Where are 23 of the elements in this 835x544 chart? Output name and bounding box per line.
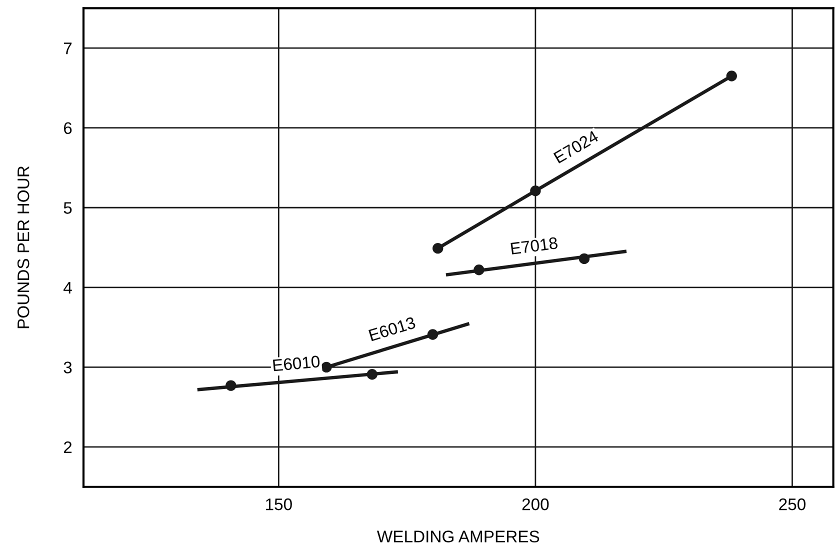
- point: [726, 70, 737, 82]
- point: [321, 362, 332, 373]
- x-axis-title: WELDING AMPERES: [376, 530, 540, 542]
- x-tick-label: 200: [522, 498, 549, 510]
- point: [366, 369, 378, 380]
- point: [427, 329, 438, 340]
- y-tick-label: 2: [64, 441, 72, 454]
- x-tick-label: 150: [266, 498, 292, 510]
- y-tick-label: 5: [64, 202, 72, 214]
- y-tick-label: 3: [64, 362, 72, 374]
- text: E6013: [368, 316, 416, 342]
- y-tick-label: 4: [64, 282, 72, 294]
- point: [474, 264, 484, 276]
- text: E7018: [510, 236, 558, 255]
- y-axis-title: POUNDS PER HOUR: [17, 166, 30, 328]
- x-tick-label: 250: [779, 498, 806, 510]
- point: [578, 253, 590, 264]
- y-tick-label: 6: [64, 122, 72, 134]
- point: [432, 242, 444, 254]
- point: [530, 186, 541, 196]
- y-tick-label: 7: [64, 42, 72, 54]
- point: [226, 380, 236, 391]
- text: E6010: [272, 355, 320, 372]
